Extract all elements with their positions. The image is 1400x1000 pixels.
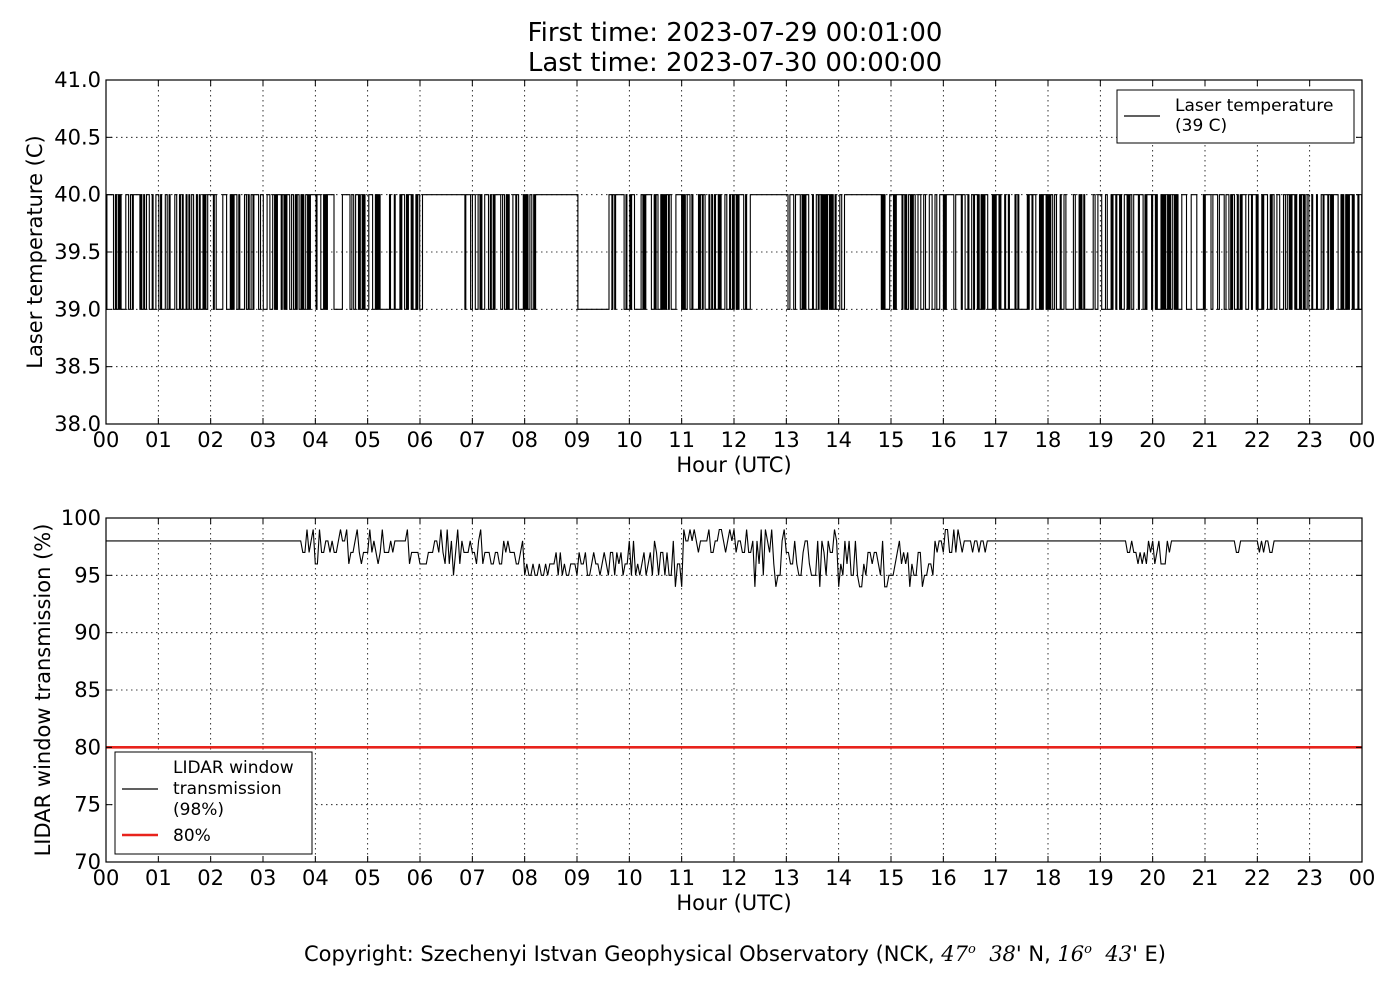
x-tick-label: 11 [668,428,695,452]
x-tick-label: 12 [721,866,748,890]
series-line-laser-temperature [106,194,1363,310]
series-line-lidar-transmission [106,528,1362,588]
x-tick-label: 06 [407,866,434,890]
x-tick-label: 00 [1349,866,1376,890]
x-tick-label: 10 [616,866,643,890]
lat-deg-sup: o [968,942,976,957]
y-tick-label: 41.0 [54,68,101,92]
x-tick-label: 22 [1244,428,1271,452]
lat-deg: 47 [941,942,968,966]
legend-label-laser: Laser temperature [1175,96,1333,116]
chart-laser: 00 01 02 03 04 05 06 07 08 09 10 11 12 13 14 15 16 17 18 19… [23,68,1375,477]
x-axis-label: Hour (UTC) [676,453,791,477]
x-tick-label: 04 [302,428,329,452]
x-tick-label: 13 [773,428,800,452]
x-tick-label: 08 [511,428,538,452]
lon-suffix: ' E) [1132,942,1167,966]
copyright-prefix: Copyright: Szechenyi Istvan Geophysical … [303,942,942,966]
x-tick-label: 12 [721,428,748,452]
x-tick-label: 16 [930,428,957,452]
x-tick-label: 02 [197,428,224,452]
lon-deg: 16 [1057,942,1085,966]
x-tick-label: 18 [1035,866,1062,890]
y-tick-label: 100 [61,506,101,530]
x-tick-label: 03 [250,428,277,452]
chart-title-first-time: First time: 2023-07-29 00:01:00 [527,18,943,48]
x-tick-label: 20 [1139,428,1166,452]
x-tick-label: 00 [93,428,120,452]
x-tick-label: 21 [1192,428,1219,452]
y-tick-label: 40.0 [54,183,101,207]
x-tick-label: 14 [825,866,852,890]
y-tick-label: 95 [74,563,101,587]
y-tick-label: 75 [74,793,101,817]
legend-label-lidar: transmission [173,779,282,799]
x-tick-label: 05 [354,866,381,890]
chart-transmission: 00 01 02 03 04 05 06 07 08 09 10 11 12 13 14 15 16 17 18 19… [31,506,1375,915]
y-tick-label: 39.0 [54,297,101,321]
x-tick-label: 09 [564,428,591,452]
y-tick-label: 38.0 [54,412,101,436]
x-tick-label: 02 [197,866,224,890]
x-tick-label: 15 [878,866,905,890]
y-tick-label: 85 [74,678,101,702]
x-tick-label: 06 [407,428,434,452]
y-axis-label: LIDAR window transmission (%) [31,524,55,857]
x-tick-label: 10 [616,428,643,452]
x-tick-label: 13 [773,866,800,890]
y-tick-label: 38.5 [54,355,101,379]
legend-label-lidar: LIDAR window [173,758,294,778]
x-axis-label: Hour (UTC) [676,891,791,915]
x-tick-label: 17 [982,866,1009,890]
x-tick-label: 19 [1087,428,1114,452]
x-tick-label: 14 [825,428,852,452]
x-tick-label: 20 [1139,866,1166,890]
x-tick-label: 07 [459,428,486,452]
lat-min: 38 [989,942,1016,966]
x-tick-label: 23 [1296,428,1323,452]
y-axis-label: Laser temperature (C) [23,135,47,368]
x-tick-label: 00 [93,866,120,890]
legend-label-lidar: (98%) [173,800,224,820]
lon-deg-sup: o [1084,942,1092,957]
y-tick-label: 40.5 [54,125,101,149]
x-tick-label: 09 [564,866,591,890]
x-tick-label: 17 [982,428,1009,452]
x-tick-label: 04 [302,866,329,890]
x-tick-label: 11 [668,866,695,890]
x-tick-label: 01 [145,866,172,890]
y-tick-label: 39.5 [54,240,101,264]
lat-suffix: ' N, [1015,942,1058,966]
legend-box [114,751,313,855]
copyright-note: Copyright: Szechenyi Istvan Geophysical … [0,936,1400,968]
x-tick-label: 07 [459,866,486,890]
x-tick-label: 22 [1244,866,1271,890]
x-tick-label: 16 [930,866,957,890]
legend-label-threshold: 80% [173,826,211,846]
x-tick-label: 18 [1035,428,1062,452]
x-tick-label: 15 [878,428,905,452]
y-tick-label: 70 [74,850,101,874]
x-tick-label: 03 [250,866,277,890]
x-tick-label: 23 [1296,866,1323,890]
y-tick-label: 90 [74,621,101,645]
x-tick-label: 21 [1192,866,1219,890]
chart-title-last-time: Last time: 2023-07-30 00:00:00 [527,48,943,78]
y-tick-label: 80 [74,735,101,759]
x-tick-label: 05 [354,428,381,452]
x-tick-label: 01 [145,428,172,452]
legend: Laser temperature(39 C) [1116,89,1355,144]
x-tick-label: 19 [1087,866,1114,890]
legend-label-laser: (39 C) [1175,116,1227,136]
x-tick-label: 00 [1349,428,1376,452]
lon-min: 43 [1105,942,1133,966]
x-tick-label: 08 [511,866,538,890]
